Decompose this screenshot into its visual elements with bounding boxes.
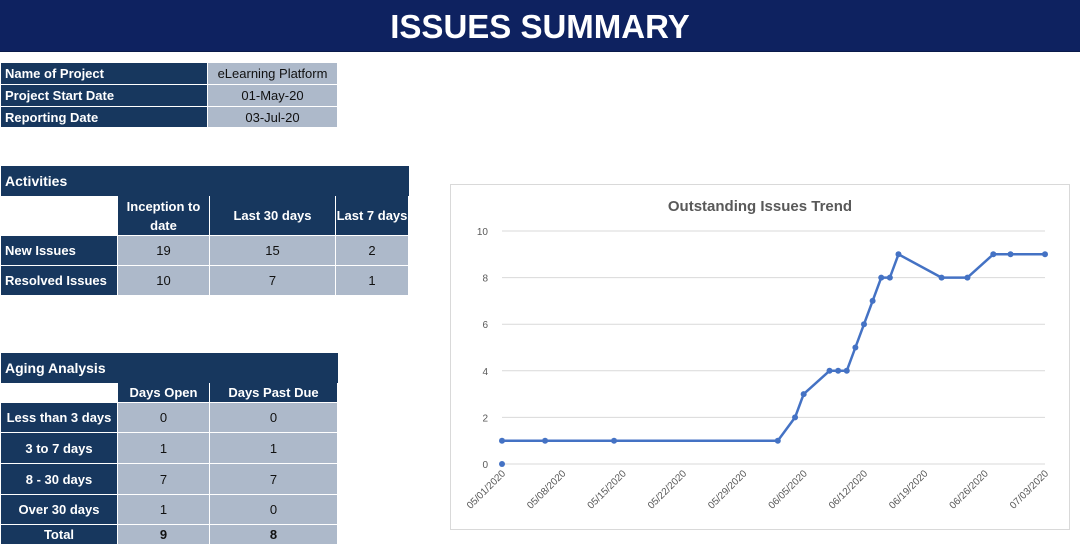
aging-title: Aging Analysis — [1, 353, 338, 383]
y-tick-label: 10 — [477, 227, 489, 238]
aging-days-open: 1 — [118, 495, 210, 525]
x-tick-label: 06/12/2020 — [827, 468, 870, 511]
data-point — [886, 274, 893, 281]
aging-total-days-past-due: 8 — [210, 525, 338, 545]
aging-total-days-open: 9 — [118, 525, 210, 545]
aging-days-past-due: 7 — [210, 464, 338, 495]
x-tick-label: 05/01/2020 — [465, 468, 508, 511]
project-name-label: Name of Project — [1, 63, 208, 85]
x-tick-label: 07/03/2020 — [1008, 468, 1051, 511]
page-title: ISSUES SUMMARY — [0, 0, 1080, 52]
x-tick-label: 06/05/2020 — [767, 468, 810, 511]
x-tick-label: 05/15/2020 — [586, 468, 629, 511]
col-days-open: Days Open — [118, 383, 210, 403]
y-tick-label: 6 — [482, 320, 488, 331]
data-point — [964, 274, 971, 281]
col-last-30-days: Last 30 days — [210, 196, 336, 236]
aging-days-open: 1 — [118, 433, 210, 464]
chart-title: Outstanding Issues Trend — [668, 198, 852, 215]
project-name-value: eLearning Platform — [208, 63, 338, 85]
data-point — [990, 251, 997, 258]
data-point — [852, 344, 859, 351]
project-start-value: 01-May-20 — [208, 85, 338, 107]
y-tick-label: 8 — [482, 274, 488, 285]
data-point — [861, 321, 867, 328]
aging-days-open: 0 — [118, 403, 210, 433]
chart-svg: Outstanding Issues Trend 0 2 4 6 8 10 05/01/2… — [465, 198, 1051, 512]
resolved-issues-30: 7 — [210, 266, 336, 296]
data-point — [895, 251, 902, 258]
activities-corner — [1, 196, 118, 236]
data-point — [826, 367, 833, 374]
row-resolved-issues-label: Resolved Issues — [1, 266, 118, 296]
outstanding-issues-chart: Outstanding Issues Trend 0 2 4 6 8 10 05/01/2… — [450, 184, 1070, 530]
resolved-issues-inception: 10 — [118, 266, 210, 296]
x-tick-label: 06/26/2020 — [948, 468, 991, 511]
aging-days-past-due: 1 — [210, 433, 338, 464]
reporting-date-label: Reporting Date — [1, 107, 208, 128]
aging-total-label: Total — [1, 525, 118, 545]
data-point — [792, 414, 799, 421]
data-point — [774, 437, 781, 444]
activities-title: Activities — [1, 166, 409, 196]
aging-row-label: Over 30 days — [1, 495, 118, 525]
data-point — [835, 367, 842, 374]
col-days-past-due: Days Past Due — [210, 383, 338, 403]
x-tick-label: 06/19/2020 — [887, 468, 930, 511]
aging-row-label: 8 - 30 days — [1, 464, 118, 495]
data-point — [843, 367, 850, 374]
data-point — [878, 274, 885, 281]
data-point — [1042, 251, 1048, 258]
aging-row-label: Less than 3 days — [1, 403, 118, 433]
y-tick-label: 0 — [482, 460, 488, 471]
y-tick-label: 2 — [482, 413, 488, 424]
aging-days-past-due: 0 — [210, 495, 338, 525]
chart-y-axis: 0 2 4 6 8 10 — [477, 227, 489, 471]
data-point — [499, 437, 505, 444]
data-point — [1007, 251, 1014, 258]
project-start-label: Project Start Date — [1, 85, 208, 107]
new-issues-30: 15 — [210, 236, 336, 266]
aging-corner — [1, 383, 118, 403]
chart-x-axis: 05/01/2020 05/08/2020 05/15/2020 05/22/2020… — [465, 468, 1051, 511]
new-issues-7: 2 — [336, 236, 409, 266]
resolved-issues-7: 1 — [336, 266, 409, 296]
chart-gridlines — [502, 230, 1045, 465]
data-point — [800, 391, 807, 398]
aging-days-open: 7 — [118, 464, 210, 495]
aging-row-label: 3 to 7 days — [1, 433, 118, 464]
x-tick-label: 05/08/2020 — [525, 468, 568, 511]
new-issues-inception: 19 — [118, 236, 210, 266]
aging-days-past-due: 0 — [210, 403, 338, 433]
x-tick-label: 05/29/2020 — [706, 468, 749, 511]
reporting-date-value: 03-Jul-20 — [208, 107, 338, 128]
data-point — [938, 274, 945, 281]
data-point — [542, 437, 549, 444]
row-new-issues-label: New Issues — [1, 236, 118, 266]
data-point — [499, 461, 505, 467]
data-point — [611, 437, 618, 444]
col-last-7-days: Last 7 days — [336, 196, 409, 236]
chart-series — [499, 251, 1048, 467]
x-tick-label: 05/22/2020 — [646, 468, 689, 511]
series-line — [502, 253, 1045, 442]
col-inception-to-date: Inception to date — [118, 196, 210, 236]
data-point — [869, 297, 876, 304]
y-tick-label: 4 — [482, 367, 488, 378]
